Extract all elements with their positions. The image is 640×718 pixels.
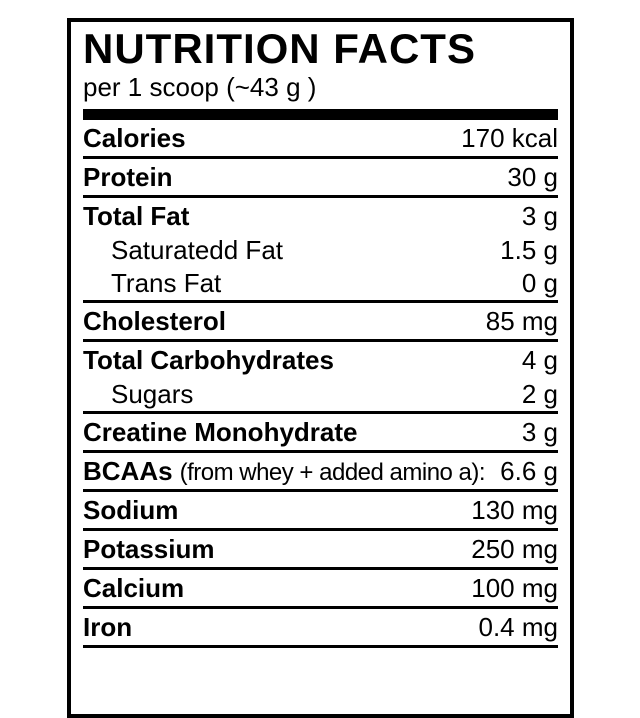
section-creatine: Creatine Monohydrate 3 g	[83, 414, 558, 453]
nutrient-name: Iron	[83, 611, 133, 642]
nutrient-name: Sodium	[83, 494, 179, 525]
section-cholesterol: Cholesterol 85 mg	[83, 303, 558, 342]
nutrient-name: Sugars	[111, 379, 194, 409]
section-protein: Protein 30 g	[83, 159, 558, 198]
nutrient-value: 1.5 g	[500, 235, 558, 265]
serving-size: per 1 scoop (~43 g )	[83, 72, 317, 102]
nutrient-name: Saturatedd Fat	[111, 235, 283, 265]
nutrient-name-group: BCAAs (from whey + added amino a):	[83, 455, 486, 487]
nutrient-row-bcaas: BCAAs (from whey + added amino a): 6.6 g	[83, 453, 558, 489]
section-calcium: Calcium 100 mg	[83, 570, 558, 609]
nutrient-row-calories: Calories 170 kcal	[83, 120, 558, 156]
nutrient-value: 250 mg	[471, 533, 558, 564]
section-carbohydrates: Total Carbohydrates 4 g Sugars 2 g	[83, 342, 558, 414]
nutrient-name: Cholesterol	[83, 305, 227, 336]
nutrient-value: 0 g	[521, 268, 558, 298]
nutrient-name: Potassium	[83, 533, 215, 564]
nutrient-value: 0.4 mg	[478, 611, 559, 642]
nutrient-row-potassium: Potassium 250 mg	[83, 531, 558, 567]
nutrient-value: 2 g	[521, 379, 558, 409]
nutrient-name: Protein	[83, 161, 173, 192]
section-sodium: Sodium 130 mg	[83, 492, 558, 531]
nutrient-value: 4 g	[521, 344, 558, 375]
nutrient-row-calcium: Calcium 100 mg	[83, 570, 558, 606]
nutrient-value: 3 g	[521, 200, 558, 231]
nutrient-value: 6.6 g	[500, 455, 558, 486]
nutrient-row-iron: Iron 0.4 mg	[83, 609, 558, 645]
nutrient-row-creatine: Creatine Monohydrate 3 g	[83, 414, 558, 450]
nutrient-row-protein: Protein 30 g	[83, 159, 558, 195]
nutrient-row-trans-fat: Trans Fat 0 g	[83, 267, 558, 300]
nutrient-value: 170 kcal	[461, 122, 558, 153]
section-calories: Calories 170 kcal	[83, 120, 558, 159]
nutrient-row-sodium: Sodium 130 mg	[83, 492, 558, 528]
section-iron: Iron 0.4 mg	[83, 609, 558, 648]
section-potassium: Potassium 250 mg	[83, 531, 558, 570]
nutrient-value: 100 mg	[471, 572, 558, 603]
nutrient-value: 30 g	[507, 161, 558, 192]
nutrient-row-total-carbohydrates: Total Carbohydrates 4 g	[83, 342, 558, 378]
nutrient-name: Total Fat	[83, 200, 190, 231]
nutrient-name: Creatine Monohydrate	[83, 416, 358, 447]
section-bcaas: BCAAs (from whey + added amino a): 6.6 g	[83, 453, 558, 492]
nutrient-value: 3 g	[521, 416, 558, 447]
section-fat: Total Fat 3 g Saturatedd Fat 1.5 g Trans…	[83, 198, 558, 303]
header-divider	[83, 109, 558, 120]
nutrient-row-total-fat: Total Fat 3 g	[83, 198, 558, 234]
nutrient-name: BCAAs	[83, 455, 173, 486]
nutrient-value: 85 mg	[485, 305, 558, 336]
nutrition-label: NUTRITION FACTS per 1 scoop (~43 g ) Cal…	[67, 18, 574, 718]
nutrient-name: Calories	[83, 122, 186, 153]
nutrient-note: (from whey + added amino a):	[179, 458, 486, 486]
nutrient-name: Trans Fat	[111, 268, 222, 298]
nutrient-row-cholesterol: Cholesterol 85 mg	[83, 303, 558, 339]
label-title: NUTRITION FACTS	[83, 25, 476, 72]
nutrient-row-sugars: Sugars 2 g	[83, 378, 558, 411]
nutrient-name: Total Carbohydrates	[83, 344, 334, 375]
nutrient-name: Calcium	[83, 572, 185, 603]
nutrient-value: 130 mg	[471, 494, 558, 525]
nutrient-row-saturated-fat: Saturatedd Fat 1.5 g	[83, 234, 558, 267]
